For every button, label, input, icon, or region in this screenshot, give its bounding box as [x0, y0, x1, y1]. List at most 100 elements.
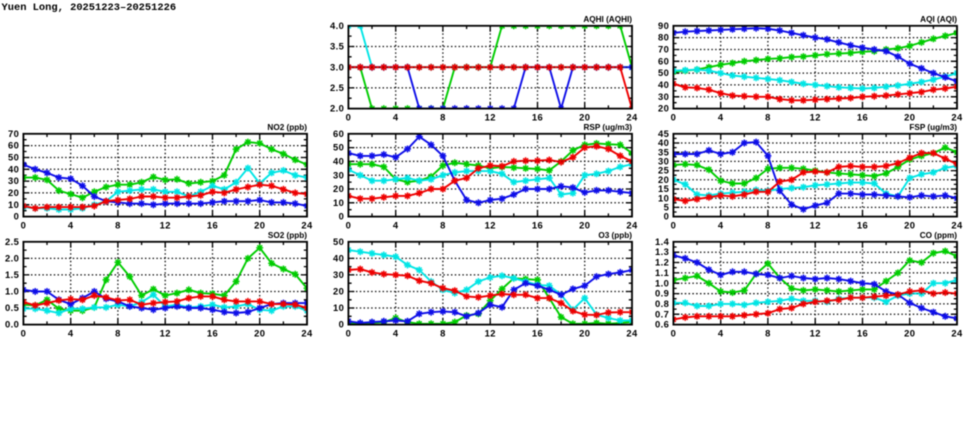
- svg-text:45: 45: [658, 128, 669, 139]
- svg-text:0: 0: [664, 211, 670, 222]
- svg-text:16: 16: [532, 112, 543, 123]
- svg-text:40: 40: [8, 163, 19, 174]
- svg-text:Yuen Long, 20251223–20251226: Yuen Long, 20251223–20251226: [2, 2, 177, 14]
- svg-text:12: 12: [160, 220, 171, 231]
- svg-text:0.7: 0.7: [655, 308, 669, 319]
- svg-text:0: 0: [671, 112, 677, 123]
- svg-text:10: 10: [658, 192, 669, 203]
- svg-text:4: 4: [68, 328, 74, 339]
- svg-text:20: 20: [8, 187, 19, 198]
- svg-text:12: 12: [810, 112, 821, 123]
- svg-text:12: 12: [160, 328, 171, 339]
- svg-text:20: 20: [254, 220, 265, 231]
- svg-text:10: 10: [333, 197, 344, 208]
- svg-text:16: 16: [532, 328, 543, 339]
- svg-text:16: 16: [207, 220, 218, 231]
- svg-text:8: 8: [115, 328, 121, 339]
- svg-text:0: 0: [671, 328, 677, 339]
- svg-text:1.3: 1.3: [655, 246, 669, 257]
- svg-text:24: 24: [951, 328, 963, 339]
- svg-text:24: 24: [301, 328, 313, 339]
- svg-text:12: 12: [810, 220, 821, 231]
- svg-text:24: 24: [951, 220, 963, 231]
- svg-text:20: 20: [333, 286, 344, 297]
- svg-text:0: 0: [671, 220, 677, 231]
- svg-text:0.8: 0.8: [655, 298, 669, 309]
- svg-text:35: 35: [658, 146, 669, 157]
- svg-text:20: 20: [254, 328, 265, 339]
- svg-text:80: 80: [658, 32, 669, 43]
- svg-text:20: 20: [579, 112, 590, 123]
- svg-text:0.5: 0.5: [5, 302, 19, 313]
- svg-text:0.9: 0.9: [655, 288, 669, 299]
- svg-text:20: 20: [658, 174, 669, 185]
- svg-text:0: 0: [346, 220, 352, 231]
- svg-text:30: 30: [658, 91, 669, 102]
- svg-text:4: 4: [393, 112, 399, 123]
- svg-text:16: 16: [857, 220, 868, 231]
- svg-text:FSP (ug/m3): FSP (ug/m3): [909, 123, 957, 132]
- svg-text:0: 0: [21, 328, 27, 339]
- svg-text:4: 4: [718, 220, 724, 231]
- svg-text:12: 12: [485, 220, 496, 231]
- svg-text:1.0: 1.0: [5, 286, 19, 297]
- svg-text:30: 30: [658, 156, 669, 167]
- svg-text:SO2 (ppb): SO2 (ppb): [268, 231, 307, 240]
- svg-text:12: 12: [810, 328, 821, 339]
- svg-text:24: 24: [951, 112, 963, 123]
- svg-text:0: 0: [339, 211, 345, 222]
- svg-text:2.0: 2.0: [5, 253, 19, 264]
- svg-text:1.0: 1.0: [655, 277, 669, 288]
- svg-text:8: 8: [765, 328, 771, 339]
- svg-text:12: 12: [485, 328, 496, 339]
- svg-text:10: 10: [333, 302, 344, 313]
- svg-text:4: 4: [393, 328, 399, 339]
- svg-text:24: 24: [626, 112, 638, 123]
- svg-text:24: 24: [626, 220, 638, 231]
- svg-text:16: 16: [207, 328, 218, 339]
- svg-text:20: 20: [904, 112, 915, 123]
- svg-text:8: 8: [440, 328, 446, 339]
- svg-text:8: 8: [115, 220, 121, 231]
- svg-text:0: 0: [346, 112, 352, 123]
- svg-text:2.0: 2.0: [330, 103, 344, 114]
- svg-text:AQI (AQI): AQI (AQI): [920, 15, 957, 24]
- svg-text:15: 15: [658, 183, 669, 194]
- svg-text:60: 60: [8, 140, 19, 151]
- svg-text:20: 20: [579, 328, 590, 339]
- svg-text:3.0: 3.0: [330, 61, 344, 72]
- svg-text:4: 4: [718, 328, 724, 339]
- svg-text:1.4: 1.4: [655, 236, 670, 247]
- svg-text:RSP (ug/m3): RSP (ug/m3): [583, 123, 632, 132]
- svg-text:70: 70: [658, 44, 669, 55]
- svg-text:10: 10: [8, 199, 19, 210]
- svg-text:1.2: 1.2: [655, 257, 669, 268]
- svg-text:20: 20: [904, 328, 915, 339]
- svg-text:0.6: 0.6: [655, 319, 669, 330]
- svg-text:40: 40: [333, 253, 344, 264]
- svg-text:NO2 (ppb): NO2 (ppb): [267, 123, 307, 132]
- svg-text:AQHI (AQHI): AQHI (AQHI): [583, 15, 632, 24]
- svg-text:4: 4: [393, 220, 399, 231]
- svg-text:60: 60: [658, 55, 669, 66]
- svg-text:2.5: 2.5: [5, 236, 19, 247]
- svg-text:8: 8: [765, 112, 771, 123]
- svg-text:70: 70: [8, 128, 19, 139]
- svg-text:CO (ppm): CO (ppm): [920, 231, 958, 240]
- svg-text:20: 20: [904, 220, 915, 231]
- svg-text:50: 50: [333, 142, 344, 153]
- svg-text:40: 40: [658, 79, 669, 90]
- svg-text:12: 12: [485, 112, 496, 123]
- svg-text:40: 40: [333, 156, 344, 167]
- svg-text:16: 16: [857, 328, 868, 339]
- svg-text:16: 16: [857, 112, 868, 123]
- svg-text:16: 16: [532, 220, 543, 231]
- svg-text:50: 50: [8, 152, 19, 163]
- svg-text:40: 40: [658, 137, 669, 148]
- svg-text:20: 20: [579, 220, 590, 231]
- svg-text:8: 8: [440, 220, 446, 231]
- svg-text:25: 25: [658, 165, 669, 176]
- svg-text:0.0: 0.0: [5, 319, 19, 330]
- svg-text:2.5: 2.5: [330, 82, 344, 93]
- svg-text:8: 8: [440, 112, 446, 123]
